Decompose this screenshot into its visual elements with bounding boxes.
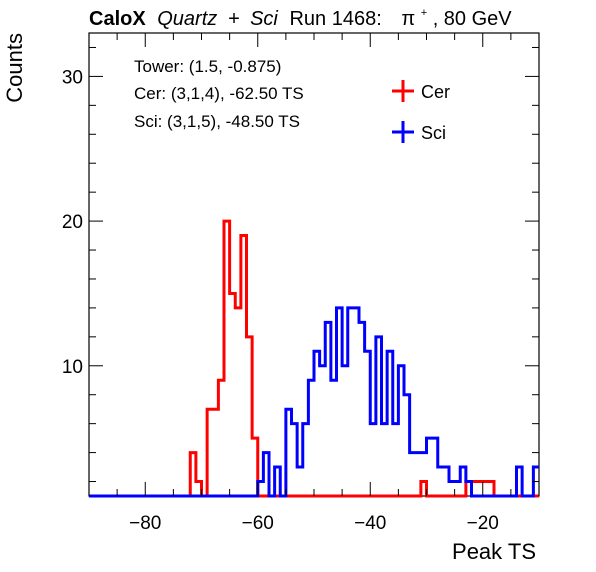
legend-sci-marker [392,121,414,143]
energy-label: , 80 GeV [433,8,513,30]
info-sci: Sci: (3,1,5), -48.50 TS [134,112,300,131]
legend: Cer Sci [392,80,450,143]
y-tick-label: 30 [62,67,83,88]
setup-quartz: Quartz [157,8,217,30]
x-tick-label: −20 [467,513,499,534]
x-tick-label: −60 [242,513,274,534]
setup-sci: Sci [250,8,278,30]
setup-plus: + [228,8,240,30]
legend-cer-marker [392,80,414,102]
series-sci-histogram [89,306,539,498]
particle-symbol: π [401,8,415,30]
run-label: Run 1468: [289,8,381,30]
brand-label: CaloX [89,8,146,30]
x-axis-title: Peak TS [452,539,536,564]
legend-cer-label: Cer [421,82,450,102]
x-tick-label: −40 [354,513,386,534]
y-tick-label: 10 [62,357,83,378]
info-cer: Cer: (3,1,4), -62.50 TS [134,84,304,103]
chart-header: CaloX Quartz + Sci Run 1468: π + , 80 Ge… [89,0,512,30]
x-tick-label: −80 [129,513,161,534]
y-axis-title: Counts [2,33,27,103]
legend-sci-label: Sci [421,123,446,143]
info-tower: Tower: (1.5, -0.875) [134,57,281,76]
series-layer [89,219,539,498]
particle-charge: + [421,7,427,19]
y-tick-label: 20 [62,212,83,233]
axis-layer: −80 −60 −40 −20 10 20 30 [62,33,540,534]
